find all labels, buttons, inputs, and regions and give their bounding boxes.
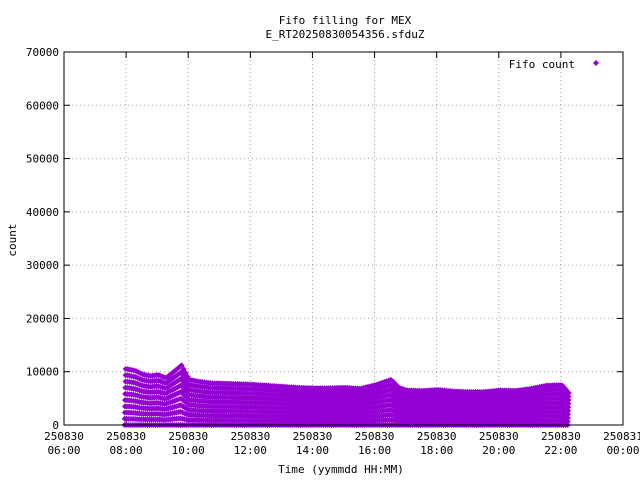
x-axis-label: Time (yymmdd HH:MM): [278, 463, 404, 476]
x-tick-label-time: 16:00: [358, 444, 391, 457]
data-point: [565, 404, 572, 411]
plot-frame: [63, 51, 624, 426]
x-tick-label-date: 250830: [293, 430, 333, 443]
data-point: [565, 400, 572, 407]
y-tick-label: 70000: [26, 46, 59, 59]
x-tick-label-date: 250830: [230, 430, 270, 443]
grid: [64, 52, 623, 425]
data-point: [565, 393, 572, 400]
y-tick-label: 0: [52, 419, 59, 432]
x-tick-label-time: 08:00: [110, 444, 143, 457]
y-axis-label: count: [6, 223, 19, 256]
y-tick-label: 60000: [26, 99, 59, 112]
x-tick-label-time: 18:00: [420, 444, 453, 457]
x-tick-label-time: 12:00: [234, 444, 267, 457]
x-tick-label-time: 10:00: [172, 444, 205, 457]
x-tick-label-date: 250830: [355, 430, 395, 443]
x-tick-label-date: 250830: [44, 430, 84, 443]
y-tick-label: 40000: [26, 206, 59, 219]
y-tick-label: 20000: [26, 312, 59, 325]
data-point: [564, 411, 571, 418]
x-tick-label-date: 250830: [168, 430, 208, 443]
x-tick-label-time: 20:00: [482, 444, 515, 457]
x-tick-label-time: 14:00: [296, 444, 329, 457]
y-tick-label: 30000: [26, 259, 59, 272]
y-tick-label: 10000: [26, 366, 59, 379]
x-tick-label-date: 250830: [479, 430, 519, 443]
series-fifo-count: [121, 362, 572, 428]
x-tick-label-date: 250830: [541, 430, 581, 443]
x-tick-label-date: 250830: [417, 430, 457, 443]
data-point: [564, 414, 571, 421]
axis-ticks: 0 10000 20000 30000 40000 50000 60000 70000 2508…: [26, 46, 640, 457]
data-point: [565, 397, 572, 404]
x-tick-label-time: 00:00: [606, 444, 639, 457]
data-point: [565, 389, 572, 396]
x-tick-label-date: 250830: [106, 430, 146, 443]
legend-label-fifo-count: Fifo count: [509, 58, 575, 71]
chart-subtitle: E_RT20250830054356.sfduZ: [266, 28, 425, 41]
data-point: [564, 418, 571, 425]
legend: Fifo count: [509, 58, 599, 71]
data-point: [565, 407, 572, 414]
y-tick-label: 50000: [26, 153, 59, 166]
x-tick-label-time: 06:00: [47, 444, 80, 457]
x-tick-label-time: 22:00: [544, 444, 577, 457]
legend-marker-fifo-count: [593, 60, 599, 66]
x-tick-label-date: 250831: [603, 430, 640, 443]
chart-title: Fifo filling for MEX: [279, 14, 412, 27]
